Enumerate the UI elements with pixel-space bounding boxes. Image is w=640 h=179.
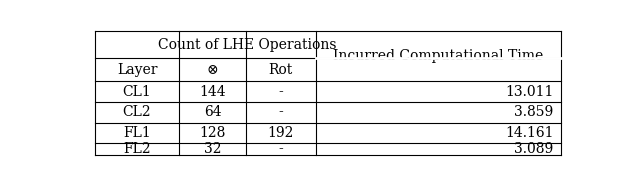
Text: FL2: FL2 [124, 142, 151, 156]
Text: 14.161: 14.161 [505, 126, 554, 140]
Text: Rot: Rot [269, 63, 293, 77]
Text: 128: 128 [200, 126, 226, 140]
Text: 3.859: 3.859 [515, 105, 554, 119]
Text: 3.089: 3.089 [515, 142, 554, 156]
Text: FL1: FL1 [123, 126, 151, 140]
Text: ⊗: ⊗ [207, 63, 218, 77]
Text: 144: 144 [200, 85, 226, 99]
Text: Layer: Layer [116, 63, 157, 77]
Text: 192: 192 [268, 126, 294, 140]
Text: -: - [278, 105, 284, 119]
Text: 64: 64 [204, 105, 221, 119]
Text: 13.011: 13.011 [506, 85, 554, 99]
Text: Count of LHE Operations: Count of LHE Operations [158, 38, 337, 52]
Text: 32: 32 [204, 142, 221, 156]
Text: -: - [278, 142, 284, 156]
Text: -: - [278, 85, 284, 99]
Text: CL1: CL1 [123, 85, 152, 99]
Text: Incurred Computational Time: Incurred Computational Time [333, 49, 543, 63]
Text: CL2: CL2 [123, 105, 151, 119]
